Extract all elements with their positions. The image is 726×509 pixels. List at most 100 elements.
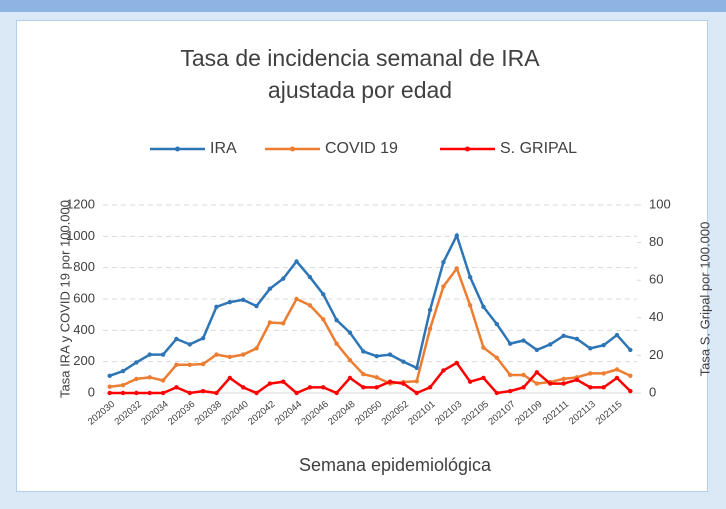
point [374, 375, 379, 380]
point [281, 276, 286, 281]
x-tick-label: 202107 [486, 399, 517, 428]
point [160, 352, 166, 357]
point [267, 286, 273, 292]
point [334, 390, 339, 396]
x-tick-label: 202115 [594, 399, 625, 427]
point [120, 368, 126, 374]
point [361, 349, 366, 354]
point [628, 373, 633, 378]
point [494, 355, 500, 360]
point [307, 303, 313, 308]
point [574, 377, 580, 383]
point [254, 303, 259, 309]
point [507, 372, 513, 378]
x-tick-label: 202042 [246, 399, 277, 428]
point [521, 338, 526, 343]
point [441, 368, 446, 373]
point [467, 303, 473, 308]
x-tick-label: 202044 [273, 399, 304, 428]
point [107, 373, 112, 378]
point [361, 385, 366, 390]
point [347, 357, 353, 363]
point [254, 346, 259, 351]
point [361, 372, 366, 377]
point [401, 359, 406, 364]
x-tick-label: 202103 [433, 399, 464, 428]
point [227, 354, 233, 360]
point [534, 370, 540, 375]
point [321, 385, 326, 390]
x-tick-label: 202113 [567, 399, 598, 427]
point [227, 299, 233, 305]
chart-title: Tasa de incidencia semanal de IRA ajusta… [180, 45, 540, 103]
point [347, 375, 353, 381]
point [588, 371, 593, 376]
point [187, 362, 192, 367]
point [134, 390, 139, 396]
point [548, 342, 553, 347]
point [561, 333, 566, 339]
point [441, 284, 446, 289]
point [601, 371, 606, 376]
point [107, 384, 112, 389]
point [200, 335, 206, 341]
point [334, 317, 339, 323]
point [427, 326, 433, 331]
point [174, 336, 179, 342]
point [240, 352, 246, 357]
point [294, 390, 299, 396]
point [227, 375, 233, 381]
x-tick-label: 202046 [299, 399, 330, 428]
point [294, 296, 299, 302]
y2-tick-label: 20 [649, 347, 663, 362]
point [307, 274, 313, 280]
x-tick-label: 202038 [193, 399, 224, 428]
y-axis-title: Tasa IRA y COVID 19 por 100.000 [57, 200, 72, 398]
point [147, 390, 152, 396]
legend-label: S. GRIPAL [500, 140, 577, 157]
point [441, 259, 446, 265]
legend-marker [175, 146, 180, 152]
point [427, 307, 433, 313]
y-tick-label: 600 [73, 290, 95, 305]
y2-tick-label: 0 [649, 384, 656, 399]
y2-axis-title: Tasa S. Gripal por 100.000 [697, 222, 712, 377]
point [374, 385, 379, 390]
point [454, 266, 459, 271]
point [614, 367, 620, 372]
y-tick-label: 1200 [66, 196, 95, 211]
point [467, 274, 473, 280]
point [588, 385, 593, 390]
point [494, 321, 500, 327]
point [481, 304, 486, 310]
point [454, 360, 459, 366]
point [427, 385, 433, 390]
x-tick-label: 202111 [541, 399, 571, 427]
y2-tick-label: 40 [649, 309, 663, 324]
y-tick-label: 0 [88, 384, 95, 399]
x-axis-title: Semana epidemiológica [299, 455, 492, 475]
legend-label: COVID 19 [325, 140, 398, 157]
y2-tick-label: 80 [649, 234, 663, 249]
point [240, 297, 246, 302]
point [147, 375, 152, 380]
point [254, 390, 259, 396]
point [240, 385, 246, 390]
point [307, 385, 313, 390]
y2-tick-label: 60 [649, 272, 663, 287]
point [107, 390, 112, 396]
point [334, 341, 339, 346]
legend-marker [465, 146, 470, 152]
legend-marker [290, 146, 295, 152]
series-line [109, 265, 631, 388]
point [588, 346, 593, 351]
y-tick-label: 200 [73, 353, 95, 368]
x-tick-label: 202040 [219, 399, 250, 428]
point [494, 390, 500, 396]
x-tick-label: 202032 [113, 399, 144, 428]
point [347, 330, 353, 335]
point [481, 345, 486, 350]
point [507, 388, 513, 394]
point [321, 317, 326, 322]
